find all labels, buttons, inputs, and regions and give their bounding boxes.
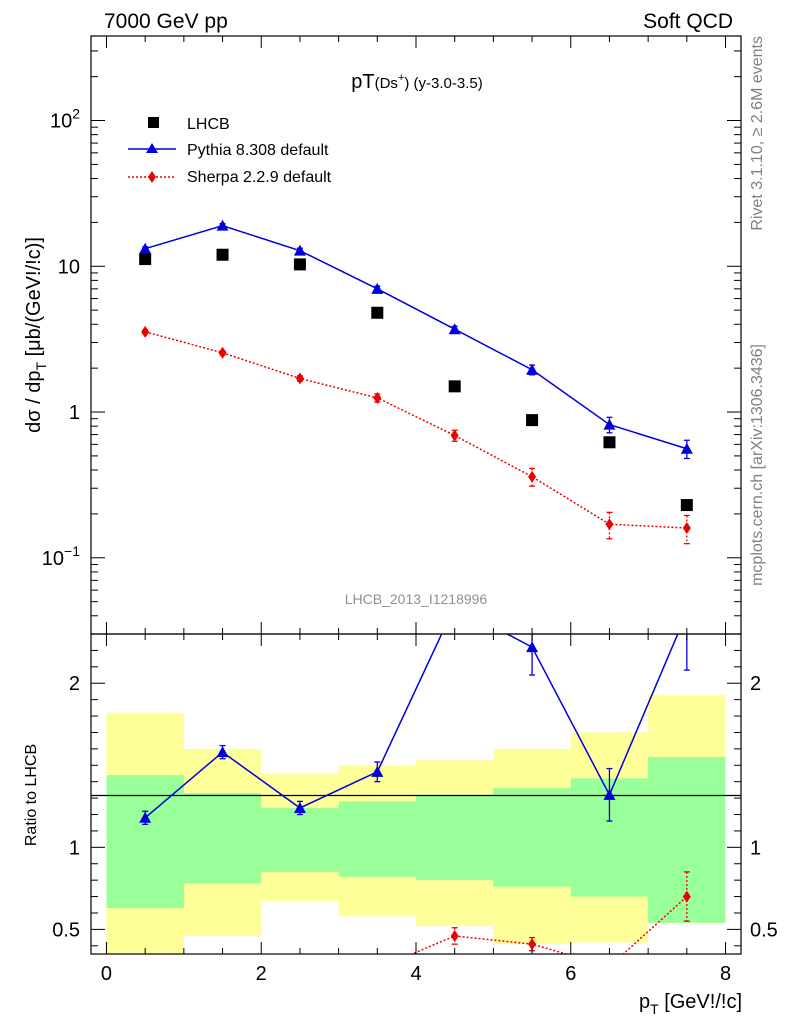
- x-tick-label: 6: [565, 963, 576, 985]
- ratio-point-sherpa: [528, 938, 537, 951]
- legend-label-sherpa: Sherpa 2.2.9 default: [187, 169, 332, 186]
- x-tick-label: 0: [101, 963, 112, 985]
- legend-label-lhcb: LHCB: [187, 116, 230, 133]
- main-point-sherpa: [605, 518, 614, 531]
- main-y-tick-label: 1: [69, 402, 80, 424]
- legend-marker-pythia: [146, 143, 158, 153]
- main-y-axis-label: dσ / dpT [μb/(GeV!/!c)]: [23, 237, 49, 433]
- watermark: LHCB_2013_I1218996: [345, 591, 488, 607]
- ratio-point-pythia: [139, 811, 152, 823]
- mcplots-label: mcplots.cern.ch [arXiv:1306.3436]: [749, 344, 766, 586]
- main-point-pythia: [603, 418, 616, 430]
- ratio-point-pythia: [526, 641, 539, 653]
- main-y-tick-label: 10−1: [42, 543, 80, 570]
- ratio-point-sherpa: [219, 970, 227, 982]
- main-point-lhcb: [448, 380, 461, 393]
- main-point-sherpa: [528, 470, 537, 483]
- main-line-pythia: [144, 224, 688, 450]
- main-line-sherpa: [144, 331, 687, 529]
- x-tick-label: 8: [720, 963, 731, 985]
- header-right: Soft QCD: [643, 10, 733, 33]
- ratio-band-green: [261, 807, 339, 872]
- main-data-layer: [139, 219, 693, 545]
- plot-title: pT(Ds+) (y-3.0-3.5): [351, 71, 482, 93]
- legend-marker-sherpa: [148, 171, 156, 183]
- main-point-pythia: [680, 442, 693, 454]
- ratio-point-sherpa: [144, 953, 146, 954]
- plot-title-rest: ) (y-3.0-3.5): [404, 75, 482, 92]
- main-y-tick-label: 102: [50, 106, 80, 133]
- ratio-tick-labels: 0.5 0.5 1 1 2 2 0 2 4 6 8: [52, 673, 778, 985]
- main-point-pythia: [526, 363, 539, 375]
- main-point-lhcb: [216, 248, 229, 261]
- main-point-lhcb: [680, 499, 693, 512]
- x-tick-label: 2: [256, 963, 267, 985]
- x-tick-label: 4: [410, 963, 421, 985]
- ratio-y-tick-label-left: 1: [69, 837, 80, 859]
- main-point-sherpa: [450, 429, 459, 442]
- ratio-y-tick-label-left: 0.5: [52, 919, 80, 941]
- plot-title-particle: (Ds: [375, 75, 398, 92]
- ratio-panel: 0.5 0.5 1 1 2 2 0 2 4 6 8 Ratio to LHCB pT [GeV!/!…: [23, 607, 778, 1017]
- header-left: 7000 GeV pp: [104, 10, 228, 33]
- rivet-label: Rivet 3.1.10, ≥ 2.6M events: [749, 36, 766, 231]
- ratio-y-tick-label-left: 2: [69, 673, 80, 695]
- main-y-tick-label: 10: [58, 256, 80, 278]
- legend-label-pythia: Pythia 8.308 default: [187, 142, 329, 159]
- x-axis-label: pT [GeV!/!c]: [639, 991, 742, 1017]
- ratio-point-sherpa: [296, 978, 304, 990]
- ratio-y-tick-label-right: 2: [750, 673, 761, 695]
- main-panel: 10−1 1 10 102 pT(Ds+) (y-3.0-3.5) LHCB_2013…: [23, 35, 742, 635]
- ratio-y-tick-label-right: 0.5: [750, 919, 778, 941]
- ratio-point-pythia: [293, 801, 306, 813]
- main-point-sherpa: [373, 391, 382, 404]
- ratio-point-pythia: [216, 746, 229, 758]
- ratio-ticks: [91, 634, 741, 954]
- plot-title-main: pT: [351, 71, 374, 93]
- main-point-pythia: [371, 282, 384, 294]
- main-y-tick-labels: 10−1 1 10 102: [42, 106, 80, 570]
- main-point-pythia: [448, 323, 461, 335]
- main-point-lhcb: [371, 306, 384, 319]
- ratio-y-tick-label-right: 1: [750, 837, 761, 859]
- legend: LHCB Pythia 8.308 default Sherpa 2.2.9 d…: [128, 116, 332, 186]
- main-point-sherpa: [141, 325, 150, 338]
- main-point-lhcb: [526, 414, 539, 427]
- main-point-sherpa: [682, 522, 691, 535]
- ratio-point-pythia: [371, 765, 384, 777]
- ratio-band-green: [493, 788, 571, 887]
- ratio-uncertainty-bands: [106, 694, 726, 954]
- legend-marker-lhcb: [148, 117, 159, 128]
- main-point-sherpa: [295, 372, 304, 385]
- main-point-pythia: [293, 244, 306, 256]
- ratio-point-sherpa: [373, 963, 381, 975]
- main-ticks: [91, 36, 741, 635]
- ratio-point-sherpa: [605, 960, 613, 972]
- ratio-line-pythia: [144, 634, 679, 819]
- plot-title-sup: +: [398, 72, 404, 84]
- ratio-band-green: [338, 801, 416, 877]
- main-point-pythia: [216, 219, 229, 231]
- main-point-lhcb: [603, 436, 616, 449]
- main-point-sherpa: [218, 346, 227, 359]
- main-point-lhcb: [293, 258, 306, 271]
- ratio-y-axis-label: Ratio to LHCB: [23, 744, 40, 846]
- ratio-point-pythia: [681, 607, 693, 618]
- main-point-pythia: [139, 242, 152, 254]
- ratio-point-sherpa: [682, 890, 691, 903]
- ratio-band-green: [183, 793, 262, 884]
- ratio-band-green: [416, 794, 494, 881]
- ratio-band-green: [106, 775, 184, 909]
- main-point-lhcb: [139, 253, 152, 266]
- ratio-point-sherpa: [450, 929, 459, 942]
- ratio-point-pythia: [603, 788, 616, 800]
